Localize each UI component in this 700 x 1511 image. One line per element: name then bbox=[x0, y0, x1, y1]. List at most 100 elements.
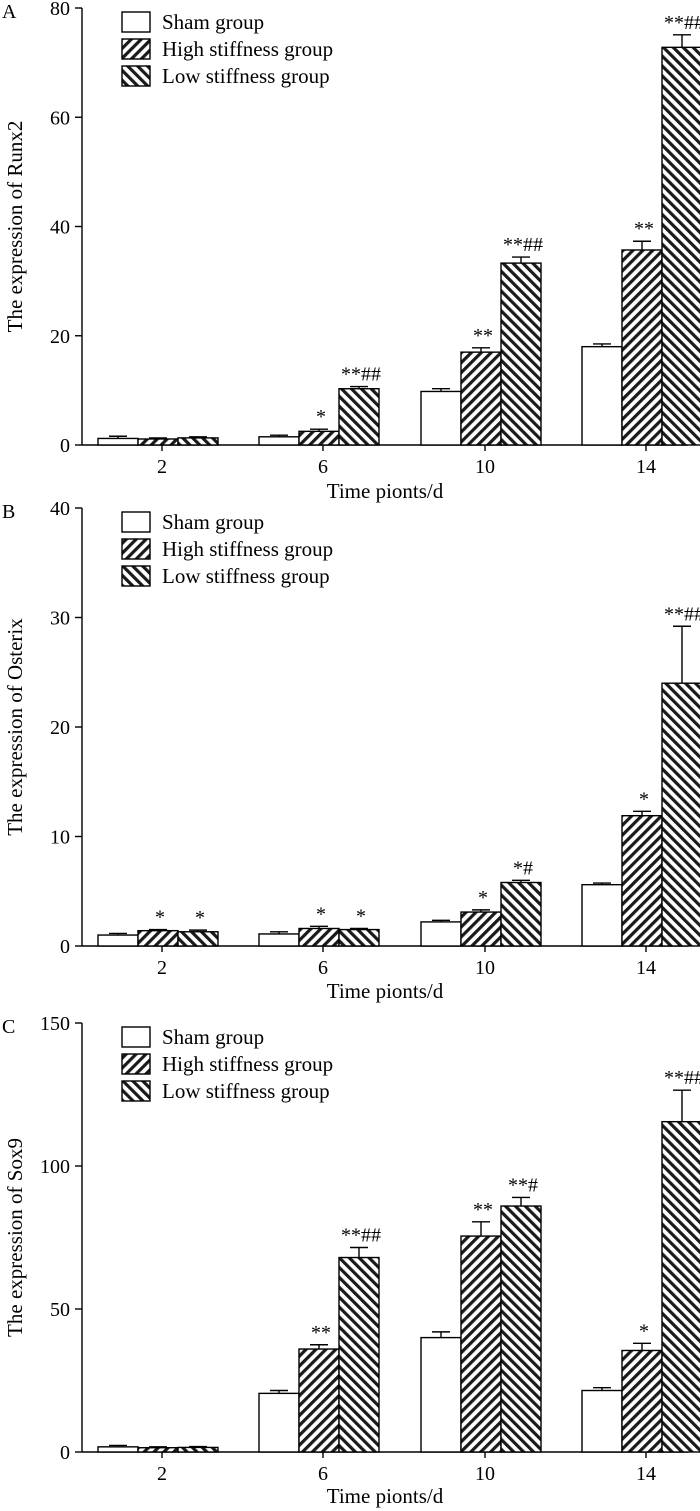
bar-low-stiffness-group-day-10 bbox=[500, 1205, 542, 1453]
legend-swatch bbox=[121, 565, 151, 587]
y-tick-label: 10 bbox=[50, 827, 70, 849]
bar-sham-group-day-6 bbox=[258, 1392, 300, 1453]
legend-swatch bbox=[121, 11, 151, 33]
panel-label: C bbox=[2, 1016, 15, 1038]
significance-label: *# bbox=[513, 857, 533, 879]
x-tick-label: 14 bbox=[636, 957, 656, 979]
significance-label: **# bbox=[508, 1174, 538, 1196]
bar-high-stiffness-group-day-6 bbox=[298, 927, 340, 947]
bar-high-stiffness-group-day-10 bbox=[460, 911, 502, 947]
bar-high-stiffness-group-day-14 bbox=[621, 814, 663, 947]
bar-sham-group-day-10 bbox=[420, 1336, 462, 1453]
significance-label: * bbox=[155, 907, 165, 929]
bar-high-stiffness-group-day-10 bbox=[460, 351, 502, 446]
bar-low-stiffness-group-day-2 bbox=[177, 1446, 219, 1453]
y-tick-label: 40 bbox=[50, 217, 70, 239]
legend-swatch bbox=[121, 65, 151, 87]
legend-swatch bbox=[121, 1026, 151, 1048]
chart-panel-A: A 0 20 40 60 80 The expression of Runx2 2 6 10 14 T… bbox=[2, 0, 700, 503]
legend-label: Sham group bbox=[162, 510, 264, 534]
y-tick-label: 60 bbox=[50, 107, 70, 129]
y-tick-label: 50 bbox=[50, 1299, 70, 1321]
y-axis-label: The expression of Osterix bbox=[3, 618, 27, 836]
significance-label: * bbox=[195, 907, 205, 929]
significance-label: **## bbox=[664, 12, 700, 34]
significance-label: **## bbox=[664, 1067, 700, 1089]
bar-high-stiffness-group-day-2 bbox=[137, 929, 179, 947]
y-tick-label: 80 bbox=[50, 0, 70, 20]
x-tick-label: 10 bbox=[475, 1463, 495, 1485]
x-tick-label: 6 bbox=[318, 1463, 328, 1485]
x-tick-label: 14 bbox=[636, 456, 656, 478]
bar-sham-group-day-10 bbox=[420, 921, 462, 947]
x-tick-label: 6 bbox=[318, 456, 328, 478]
legend-label: High stiffness group bbox=[162, 537, 333, 561]
bar-high-stiffness-group-day-2 bbox=[137, 1447, 179, 1453]
bar-low-stiffness-group-day-14 bbox=[661, 682, 700, 947]
legend-label: Low stiffness group bbox=[162, 1079, 330, 1103]
bar-sham-group-day-2 bbox=[97, 934, 139, 947]
bar-sham-group-day-14 bbox=[581, 1389, 623, 1453]
legend-label: High stiffness group bbox=[162, 1052, 333, 1076]
y-tick-label: 20 bbox=[50, 717, 70, 739]
panel-label: A bbox=[2, 1, 17, 23]
legend-label: High stiffness group bbox=[162, 37, 333, 61]
legend-swatch bbox=[121, 511, 151, 533]
bar-high-stiffness-group-day-14 bbox=[621, 1349, 663, 1453]
y-tick-label: 0 bbox=[60, 435, 70, 457]
legend-swatch bbox=[121, 1053, 151, 1075]
bar-low-stiffness-group-day-10 bbox=[500, 881, 542, 947]
bar-sham-group-day-6 bbox=[258, 436, 300, 446]
x-axis-label: Time pionts/d bbox=[327, 1484, 444, 1508]
x-tick-label: 2 bbox=[157, 456, 167, 478]
y-tick-label: 0 bbox=[60, 1442, 70, 1464]
significance-label: * bbox=[478, 887, 488, 909]
bar-sham-group-day-6 bbox=[258, 933, 300, 947]
significance-label: **## bbox=[341, 1225, 381, 1247]
significance-label: ** bbox=[473, 325, 493, 347]
y-tick-label: 0 bbox=[60, 936, 70, 958]
bar-high-stiffness-group-day-6 bbox=[298, 430, 340, 446]
x-tick-label: 14 bbox=[636, 1463, 656, 1485]
y-tick-label: 100 bbox=[40, 1156, 70, 1178]
bar-sham-group-day-2 bbox=[97, 1446, 139, 1453]
bar-low-stiffness-group-day-6 bbox=[338, 388, 380, 446]
significance-label: * bbox=[639, 788, 649, 810]
bar-high-stiffness-group-day-2 bbox=[137, 438, 179, 446]
y-tick-label: 30 bbox=[50, 608, 70, 630]
bar-low-stiffness-group-day-2 bbox=[177, 437, 219, 446]
bar-low-stiffness-group-day-14 bbox=[661, 1120, 700, 1453]
y-tick-label: 20 bbox=[50, 326, 70, 348]
bar-sham-group-day-2 bbox=[97, 437, 139, 446]
bar-low-stiffness-group-day-10 bbox=[500, 262, 542, 446]
significance-label: ** bbox=[634, 218, 654, 240]
significance-label: * bbox=[356, 905, 366, 927]
legend-swatch bbox=[121, 38, 151, 60]
y-tick-label: 150 bbox=[40, 1013, 70, 1035]
significance-label: * bbox=[316, 406, 326, 428]
legend-swatch bbox=[121, 538, 151, 560]
bar-low-stiffness-group-day-6 bbox=[338, 928, 380, 947]
bar-low-stiffness-group-day-14 bbox=[661, 46, 700, 446]
significance-label: **## bbox=[664, 603, 700, 625]
legend-label: Sham group bbox=[162, 1025, 264, 1049]
significance-label: **## bbox=[503, 234, 543, 256]
x-axis-label: Time pionts/d bbox=[327, 979, 444, 1003]
bar-high-stiffness-group-day-10 bbox=[460, 1235, 502, 1453]
bar-high-stiffness-group-day-6 bbox=[298, 1348, 340, 1453]
significance-label: * bbox=[639, 1320, 649, 1342]
legend-label: Sham group bbox=[162, 10, 264, 34]
x-tick-label: 10 bbox=[475, 957, 495, 979]
bar-high-stiffness-group-day-14 bbox=[621, 249, 663, 446]
legend-label: Low stiffness group bbox=[162, 564, 330, 588]
x-tick-label: 10 bbox=[475, 456, 495, 478]
panel-label: B bbox=[2, 501, 15, 523]
bar-low-stiffness-group-day-2 bbox=[177, 931, 219, 947]
significance-label: **## bbox=[341, 364, 381, 386]
x-axis-label: Time pionts/d bbox=[327, 479, 444, 503]
legend-swatch bbox=[121, 1080, 151, 1102]
bar-low-stiffness-group-day-6 bbox=[338, 1256, 380, 1453]
x-tick-label: 2 bbox=[157, 1463, 167, 1485]
y-axis-label: The expression of Sox9 bbox=[3, 1138, 27, 1337]
